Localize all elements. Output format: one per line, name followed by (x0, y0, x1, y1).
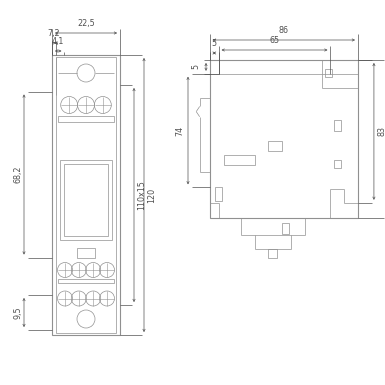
Text: 4,1: 4,1 (52, 37, 64, 46)
Bar (58, 278, 114, 283)
Bar (56, 57, 116, 333)
Bar (334, 120, 341, 131)
Bar (325, 69, 332, 77)
Text: 83: 83 (377, 126, 385, 136)
Text: 86: 86 (279, 26, 289, 35)
Text: 74: 74 (176, 126, 184, 136)
Bar (224, 155, 255, 165)
Bar (268, 249, 277, 258)
Bar (215, 187, 222, 201)
Text: 68,2: 68,2 (13, 166, 22, 183)
Bar (77, 248, 95, 258)
Bar (334, 160, 341, 168)
Bar (268, 141, 282, 151)
Bar (52, 55, 120, 335)
Text: 5: 5 (191, 64, 201, 69)
Text: 120: 120 (147, 187, 156, 203)
Bar (60, 160, 112, 240)
Text: 5: 5 (212, 39, 217, 48)
Bar (64, 164, 108, 236)
Text: 22,5: 22,5 (77, 19, 95, 28)
Text: 110x15: 110x15 (137, 180, 147, 210)
Text: 9,5: 9,5 (13, 306, 22, 319)
Bar (210, 60, 358, 218)
Text: 65: 65 (270, 36, 280, 45)
Bar (58, 116, 114, 122)
Text: 7,2: 7,2 (48, 29, 60, 38)
Bar (282, 223, 289, 234)
